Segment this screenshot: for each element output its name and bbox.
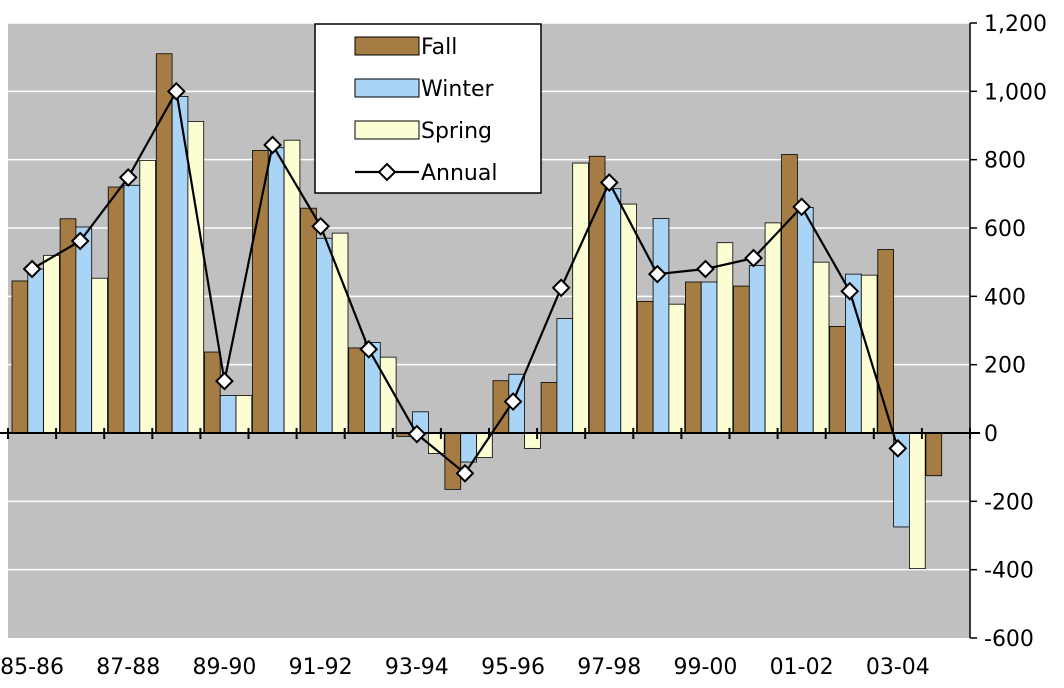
bar-winter	[700, 281, 718, 434]
y-tick-label: 400	[984, 285, 1026, 310]
y-tick-label: 0	[984, 422, 998, 447]
bar-winter	[315, 237, 333, 434]
legend-box	[314, 23, 542, 194]
bar-fall	[348, 347, 365, 434]
bar-fall	[155, 53, 173, 434]
bar-fall	[829, 325, 846, 434]
x-tick-label: 91-92	[289, 655, 353, 680]
bar-fall	[11, 280, 29, 434]
x-tick-label: 93-94	[385, 655, 449, 680]
annual-point	[551, 278, 571, 298]
annual-point	[503, 392, 523, 411]
bar-spring	[716, 242, 734, 434]
annual-point	[166, 81, 186, 101]
bar-spring	[235, 395, 253, 434]
y-tick-label: 1,000	[984, 80, 1047, 105]
bar-spring	[43, 254, 60, 434]
annual-point	[215, 371, 234, 391]
x-tick-label: 03-04	[866, 655, 930, 680]
bar-winter	[219, 395, 237, 434]
annual-point	[647, 264, 667, 284]
bar-fall	[107, 186, 125, 434]
y-tick-label: -400	[984, 559, 1034, 584]
x-tick-label: 89-90	[192, 655, 256, 680]
annual-point	[263, 135, 282, 155]
x-tick-label: 01-02	[770, 655, 834, 680]
legend-swatch-fall	[354, 36, 420, 56]
bar-winter	[27, 268, 44, 434]
annual-point	[22, 259, 42, 279]
bar-fall	[781, 154, 798, 434]
annual-line-series	[22, 81, 908, 483]
y-tick-label: 200	[984, 354, 1026, 379]
bar-spring	[668, 303, 686, 434]
y-tick-label: -200	[984, 490, 1034, 515]
annual-point	[70, 231, 90, 251]
annual-point	[696, 259, 715, 279]
bar-spring	[909, 432, 926, 570]
bar-spring	[764, 222, 782, 434]
annual-point	[455, 463, 475, 483]
y-tick-label: 600	[984, 217, 1026, 242]
bar-fall	[300, 207, 317, 434]
annual-point	[888, 438, 908, 458]
bar-spring	[139, 159, 157, 434]
legend-label-fall: Fall	[421, 35, 457, 60]
bar-winter	[267, 147, 285, 434]
bar-spring	[572, 162, 589, 434]
bar-winter	[797, 207, 814, 434]
bar-spring	[187, 121, 205, 434]
x-tick-label: 87-88	[96, 655, 160, 680]
bar-winter	[75, 226, 93, 434]
x-tick-label: 95-96	[481, 655, 545, 680]
bar-fall	[444, 432, 462, 490]
bar-winter	[556, 318, 574, 434]
x-tick-labels: 85-86 87-88 89-90 91-92 93-94 95-96 97-98 99-00…	[0, 655, 930, 680]
annual-point	[744, 248, 763, 268]
bar-fall	[685, 281, 702, 434]
bar-fall	[252, 150, 269, 434]
bar-fall	[925, 432, 943, 477]
bar-spring	[620, 203, 637, 434]
bar-winter	[652, 218, 670, 434]
annual-point	[311, 216, 331, 236]
legend-label-annual: Annual	[421, 161, 497, 186]
bar-winter	[604, 188, 622, 434]
bar-fall	[733, 285, 750, 434]
annual-point	[840, 281, 860, 301]
legend-swatch-winter	[354, 78, 420, 98]
bar-spring	[283, 139, 301, 434]
bar-spring	[91, 277, 108, 434]
x-tick-label: 99-00	[673, 655, 737, 680]
x-tick-label: 85-86	[0, 655, 64, 680]
annual-point	[792, 197, 812, 217]
bar-winter	[123, 184, 141, 434]
y-axis: 1,200 1,000 800 600 400 200 0 -200 -400 -600	[969, 12, 1047, 652]
bar-fall	[540, 382, 558, 434]
annual-point	[359, 339, 379, 359]
y-tick-label: 1,200	[984, 12, 1047, 37]
legend: Fall Winter Spring Annual	[314, 23, 542, 194]
legend-label-winter: Winter	[421, 77, 494, 102]
bar-fall	[203, 351, 221, 434]
legend-swatch-spring	[354, 120, 420, 140]
annual-point	[407, 424, 427, 444]
bar-fall	[636, 301, 654, 434]
annual-point	[599, 173, 619, 192]
bar-spring	[812, 261, 830, 434]
legend-label-spring: Spring	[421, 119, 492, 144]
y-tick-label: 800	[984, 149, 1026, 174]
annual-point	[118, 168, 138, 187]
y-tick-label: -600	[984, 627, 1034, 652]
bar-winter	[748, 265, 766, 434]
x-tick-label: 97-98	[577, 655, 641, 680]
bar-fall	[492, 380, 510, 434]
legend-swatch-marker	[377, 162, 397, 182]
